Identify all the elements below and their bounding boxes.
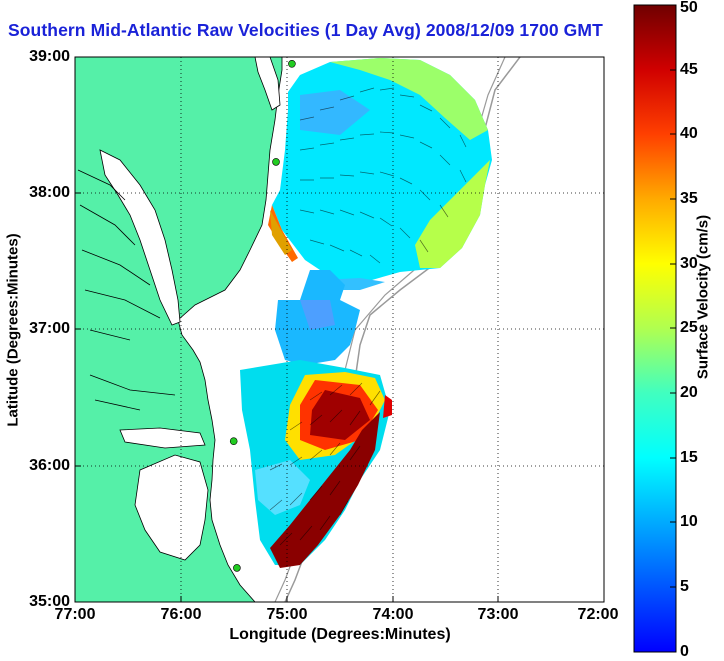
y-tick-label: 35:00 (29, 593, 70, 610)
colorbar-ticks (670, 4, 676, 653)
colorbar-tick-label: 20 (680, 384, 698, 401)
y-axis-label: Latitude (Degrees:Minutes) (4, 233, 22, 427)
colorbar-tick-label: 50 (680, 0, 698, 16)
y-tick-label: 36:00 (29, 457, 70, 474)
x-tick-label: 76:00 (160, 606, 202, 623)
colorbar-tick-label: 10 (680, 513, 698, 530)
colorbar-label: Surface Velocity (cm/s) (694, 214, 712, 380)
velocity-field-north (268, 58, 492, 290)
grid-lines (75, 57, 604, 602)
axis-ticks (75, 192, 499, 602)
colorbar-tick-label: 40 (680, 125, 698, 142)
colorbar-tick-label: 5 (680, 578, 689, 595)
y-tick-label: 38:00 (29, 184, 70, 201)
radar-stations (229, 59, 296, 572)
colorbar (633, 4, 677, 653)
x-tick-label: 77:00 (54, 606, 96, 623)
map-title: Southern Mid-Atlantic Raw Velocities (1 … (8, 20, 603, 40)
rivers (77, 169, 176, 411)
colorbar-tick-label: 15 (680, 449, 698, 466)
radar-station-marker (229, 437, 238, 446)
radar-station-marker (288, 59, 296, 68)
colorbar-tick-label: 0 (680, 643, 689, 660)
radar-station-marker (233, 564, 241, 572)
velocity-vectors (269, 87, 467, 546)
colorbar-tick-label: 35 (680, 190, 698, 207)
velocity-field-middle (275, 270, 360, 365)
pamlico-sound (134, 454, 209, 561)
colorbar-tick-label: 45 (680, 61, 698, 78)
colorbar-tick-label: 25 (680, 319, 698, 336)
velocity-field-south (240, 360, 392, 568)
chesapeake-bay (99, 149, 181, 326)
colorbar-tick-label: 30 (680, 255, 698, 272)
albemarle-sound (119, 427, 206, 449)
x-tick-label: 74:00 (372, 606, 414, 623)
x-tick-label: 73:00 (477, 606, 519, 623)
y-tick-label: 37:00 (29, 320, 70, 337)
x-tick-label: 75:00 (266, 606, 308, 623)
x-tick-label: 72:00 (577, 606, 619, 623)
x-axis-label: Longitude (Degrees:Minutes) (229, 626, 451, 643)
delaware-bay (254, 57, 281, 111)
radar-station-marker (272, 158, 280, 166)
y-tick-label: 39:00 (29, 48, 70, 65)
